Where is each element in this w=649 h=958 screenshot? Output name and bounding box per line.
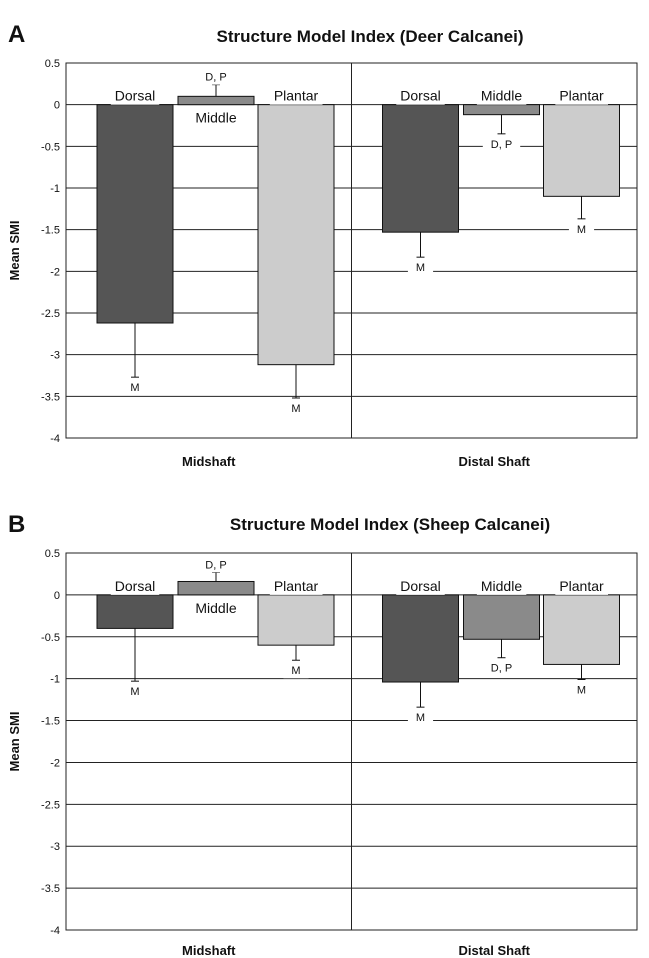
bar-label-bg: [269, 576, 323, 595]
bar-dorsal-distal-shaft: [382, 594, 459, 683]
bar-label: Dorsal: [115, 88, 155, 104]
bar-label: Dorsal: [400, 88, 440, 104]
significance-label-bg: [283, 664, 309, 679]
bar-middle-distal-shaft: [463, 594, 540, 640]
significance-label: M: [416, 712, 425, 724]
chart-title: Structure Model Index (Deer Calcanei): [216, 27, 523, 46]
bar-middle-midshaft: [177, 580, 255, 596]
y-tick-label: -3: [50, 350, 60, 362]
bar-label-bg: [476, 86, 527, 105]
bar-plantar-midshaft: [257, 594, 335, 646]
significance-label-bg: [482, 137, 521, 152]
bar-dorsal-distal-shaft: [382, 104, 459, 233]
significance-label-bg: [568, 222, 595, 237]
significance-label-bg: [568, 683, 595, 698]
y-tick-label: -2: [50, 266, 60, 278]
bar-label: Middle: [195, 110, 236, 126]
y-tick-label: -1: [50, 183, 60, 195]
y-axis-label: Mean SMI: [7, 712, 22, 772]
y-tick-label: -1.5: [41, 716, 60, 728]
y-tick-label: 0.5: [45, 58, 60, 70]
bar-label: Dorsal: [115, 578, 155, 594]
bar-label: Middle: [481, 578, 522, 594]
bar-label-bg: [269, 86, 323, 105]
y-tick-label: -4: [50, 925, 60, 937]
significance-label: M: [130, 382, 139, 394]
significance-label: M: [577, 224, 586, 236]
significance-label-bg: [197, 558, 235, 573]
y-tick-label: -1: [50, 674, 60, 686]
bar-middle-midshaft: [177, 95, 255, 106]
significance-label-bg: [283, 402, 309, 416]
bar-label-bg: [176, 108, 256, 127]
y-tick-label: 0.5: [45, 548, 60, 560]
bar-label-bg: [555, 576, 609, 595]
significance-label: D, P: [491, 663, 512, 675]
significance-label: M: [130, 686, 139, 698]
y-tick-label: 0: [54, 590, 60, 602]
y-tick-label: -2: [50, 757, 60, 769]
significance-label-bg: [407, 261, 434, 276]
bar-label-bg: [110, 576, 160, 595]
y-tick-label: -2.5: [41, 308, 60, 320]
bar-label: Middle: [481, 88, 522, 104]
bar-label-bg: [396, 576, 445, 595]
significance-label: M: [416, 262, 425, 274]
significance-label: M: [291, 403, 300, 415]
chart-panel-a: A Structure Model Index (Deer Calcanei) 0.…: [7, 21, 638, 469]
significance-label-bg: [197, 70, 235, 85]
bar-label: Plantar: [274, 578, 319, 594]
y-tick-label: -1.5: [41, 225, 60, 237]
significance-label: D, P: [491, 139, 512, 151]
panel-letter: B: [8, 511, 25, 538]
bar-plantar-distal-shaft: [543, 594, 620, 665]
bar-dorsal-midshaft: [96, 594, 174, 629]
bar-middle-distal-shaft: [463, 104, 540, 116]
group-label: Distal Shaft: [458, 943, 530, 958]
significance-label-bg: [122, 685, 148, 700]
bar-label-bg: [110, 86, 160, 105]
bar-label: Plantar: [559, 578, 604, 594]
significance-label-bg: [407, 711, 434, 726]
y-tick-label: -3.5: [41, 883, 60, 895]
group-label: Midshaft: [182, 454, 236, 469]
y-tick-label: 0: [54, 100, 60, 112]
panel-letter: A: [8, 21, 25, 48]
bar-label: Plantar: [274, 88, 319, 104]
bar-label: Dorsal: [400, 578, 440, 594]
bar-label-bg: [396, 86, 445, 105]
y-tick-label: -3: [50, 841, 60, 853]
bar-dorsal-midshaft: [96, 104, 174, 324]
bar-label: Middle: [195, 600, 236, 616]
y-tick-label: -0.5: [41, 141, 60, 153]
significance-label-bg: [122, 381, 148, 396]
chart-panel-b: B Structure Model Index (Sheep Calcanei) 0…: [7, 511, 638, 958]
chart-title: Structure Model Index (Sheep Calcanei): [230, 515, 550, 534]
bar-plantar-distal-shaft: [543, 104, 620, 197]
significance-label: M: [291, 665, 300, 677]
bar-label-bg: [555, 86, 609, 105]
y-axis-label: Mean SMI: [7, 221, 22, 281]
significance-label: M: [577, 685, 586, 697]
y-tick-label: -4: [50, 433, 60, 445]
significance-label: D, P: [205, 559, 226, 571]
y-tick-label: -0.5: [41, 632, 60, 644]
bar-label-bg: [176, 598, 256, 617]
bar-label-bg: [476, 576, 527, 595]
group-label: Midshaft: [182, 943, 236, 958]
significance-label-bg: [482, 661, 521, 676]
bar-plantar-midshaft: [257, 104, 335, 366]
group-label: Distal Shaft: [458, 454, 530, 469]
significance-label: D, P: [205, 72, 226, 84]
bar-label: Plantar: [559, 88, 604, 104]
y-tick-label: -2.5: [41, 799, 60, 811]
y-tick-label: -3.5: [41, 391, 60, 403]
